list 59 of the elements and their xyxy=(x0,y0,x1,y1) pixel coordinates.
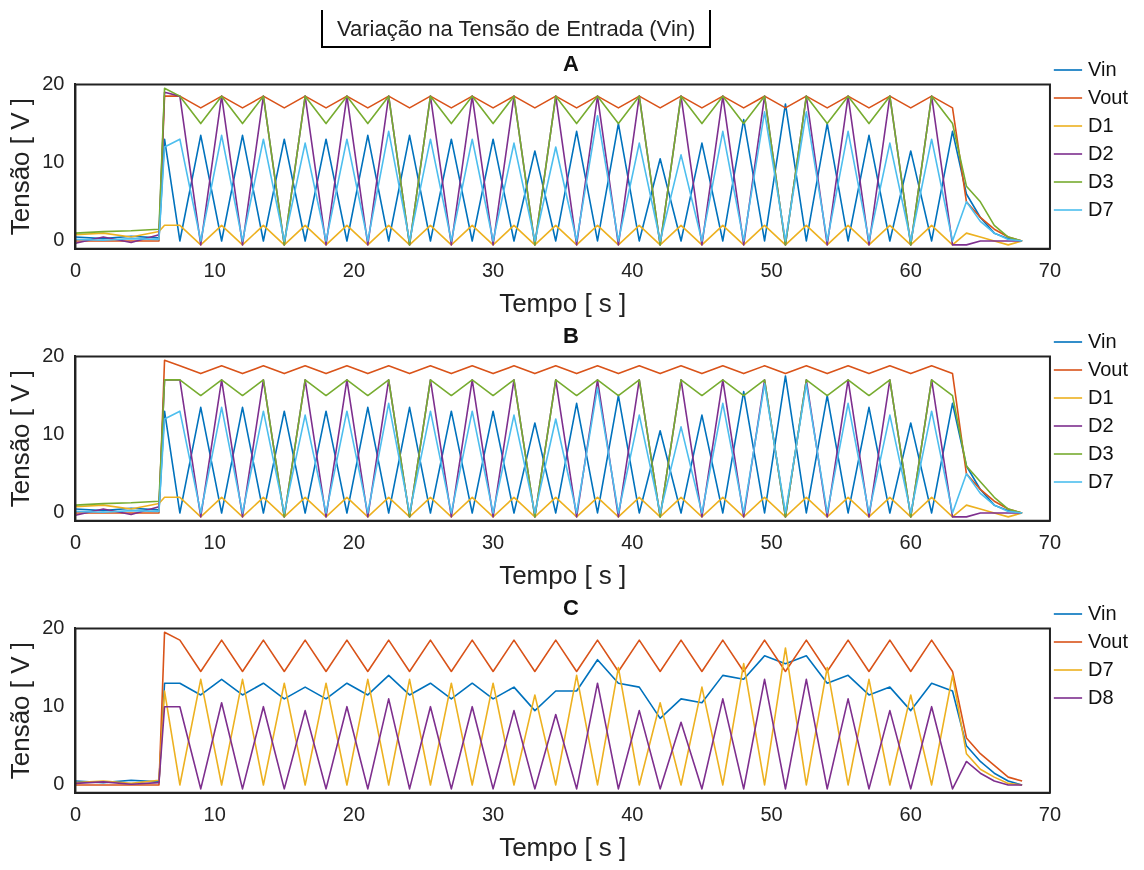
x-axis-title: Tempo [ s ] xyxy=(499,287,627,318)
x-tick-label: 0 xyxy=(69,803,82,826)
y-tick-label: 0 xyxy=(53,772,65,795)
x-tick-label: 20 xyxy=(342,531,365,554)
x-tick-label: 70 xyxy=(1038,259,1062,282)
legend-label: Vin xyxy=(1087,601,1117,624)
x-tick-label: 50 xyxy=(760,803,783,826)
x-tick-label: 50 xyxy=(760,259,783,282)
legend-label: Vout xyxy=(1087,357,1129,380)
chart-title: B xyxy=(563,323,579,349)
legend-label: D1 xyxy=(1087,113,1114,136)
x-tick-label: 30 xyxy=(481,259,505,282)
x-tick-label: 60 xyxy=(899,259,922,282)
legend-label: D2 xyxy=(1087,413,1114,436)
x-tick-label: 30 xyxy=(481,803,505,826)
legend-label: D7 xyxy=(1087,469,1114,492)
x-tick-label: 10 xyxy=(203,259,226,282)
x-tick-label: 50 xyxy=(760,531,783,554)
x-tick-label: 70 xyxy=(1038,531,1062,554)
y-tick-label: 10 xyxy=(42,150,65,173)
y-axis-title: Tensão [ V ] xyxy=(4,641,35,780)
chart-title: C xyxy=(563,595,580,621)
y-tick-label: 10 xyxy=(42,694,65,717)
legend-label: Vout xyxy=(1087,85,1129,108)
legend-label: D7 xyxy=(1087,197,1114,220)
x-axis-title: Tempo [ s ] xyxy=(499,831,627,862)
x-tick-label: 60 xyxy=(899,531,922,554)
legend-label: D1 xyxy=(1087,385,1114,408)
x-axis-title: Tempo [ s ] xyxy=(499,559,627,590)
legend-label: Vout xyxy=(1087,629,1129,652)
x-tick-label: 30 xyxy=(481,531,505,554)
legend-label: Vin xyxy=(1087,57,1117,80)
x-tick-label: 60 xyxy=(899,803,922,826)
x-tick-label: 0 xyxy=(69,531,82,554)
x-tick-label: 40 xyxy=(621,803,644,826)
y-axis-title: Tensão [ V ] xyxy=(4,369,35,508)
x-tick-label: 40 xyxy=(621,259,644,282)
y-tick-label: 0 xyxy=(53,500,65,523)
legend-label: D3 xyxy=(1087,169,1114,192)
x-tick-label: 70 xyxy=(1038,803,1062,826)
x-tick-label: 10 xyxy=(203,531,226,554)
legend-label: D8 xyxy=(1087,685,1114,708)
legend-label: Vin xyxy=(1087,329,1117,352)
y-tick-label: 10 xyxy=(42,422,65,445)
text: Variação na Tensão de Entrada (Vin) xyxy=(321,10,712,48)
y-axis-title: Tensão [ V ] xyxy=(4,97,35,236)
y-tick-label: 20 xyxy=(42,343,65,366)
x-tick-label: 40 xyxy=(621,531,644,554)
chart-title: A xyxy=(563,51,580,77)
legend-label: D7 xyxy=(1087,657,1114,680)
legend-label: D2 xyxy=(1087,141,1114,164)
y-tick-label: 20 xyxy=(42,615,65,638)
x-tick-label: 0 xyxy=(69,259,82,282)
legend-label: D3 xyxy=(1087,441,1114,464)
x-tick-label: 10 xyxy=(203,803,226,826)
y-tick-label: 20 xyxy=(42,71,65,94)
y-tick-label: 0 xyxy=(53,228,65,251)
x-tick-label: 20 xyxy=(342,803,365,826)
x-tick-label: 20 xyxy=(342,259,365,282)
